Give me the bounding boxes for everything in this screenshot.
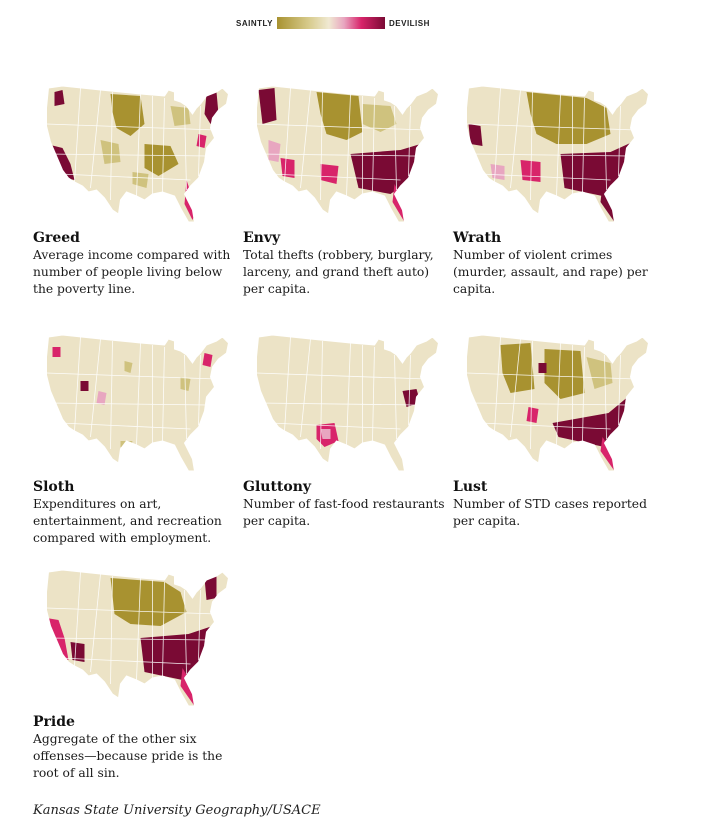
map-lust — [466, 334, 649, 472]
map-panel-lust: Lust Number of STD cases reported per ca… — [453, 333, 658, 530]
map-title-lust: Lust — [453, 479, 488, 495]
map-envy — [256, 85, 439, 223]
map-description-lust: Number of STD cases reported per capita. — [453, 497, 647, 528]
map-title-gluttony: Gluttony — [243, 479, 312, 495]
map-title-greed: Greed — [33, 230, 80, 246]
map-gluttony — [256, 334, 439, 472]
map-greed — [46, 85, 229, 223]
map-title-pride: Pride — [33, 714, 75, 730]
legend: SAINTLY DEVILISH — [236, 16, 430, 30]
legend-saintly-label: SAINTLY — [236, 18, 273, 28]
map-title-wrath: Wrath — [453, 230, 502, 246]
source-credit: Kansas State University Geography/USACE — [33, 803, 321, 818]
map-description-sloth: Expenditures on art, entertainment, and … — [33, 497, 222, 545]
map-wrath — [466, 85, 649, 223]
legend-color-ramp — [277, 17, 385, 29]
map-panel-wrath: Wrath Number of violent crimes (murder, … — [453, 84, 658, 298]
map-title-envy: Envy — [243, 230, 281, 246]
map-description-greed: Average income compared with number of p… — [33, 248, 231, 296]
map-pride — [46, 569, 229, 707]
map-description-envy: Total thefts (robbery, burglary, larceny… — [243, 248, 434, 296]
map-panel-sloth: Sloth Expenditures on art, entertainment… — [33, 333, 238, 547]
map-sloth — [46, 334, 229, 472]
map-panel-pride: Pride Aggregate of the other six offense… — [33, 568, 238, 782]
map-panel-gluttony: Gluttony Number of fast-food restaurants… — [243, 333, 448, 530]
map-panel-envy: Envy Total thefts (robbery, burglary, la… — [243, 84, 448, 298]
map-description-pride: Aggregate of the other six offenses—beca… — [33, 732, 223, 780]
map-description-wrath: Number of violent crimes (murder, assaul… — [453, 248, 648, 296]
legend-devilish-label: DEVILISH — [389, 18, 430, 28]
map-title-sloth: Sloth — [33, 479, 75, 495]
map-description-gluttony: Number of fast-food restaurants per capi… — [243, 497, 445, 528]
map-panel-greed: Greed Average income compared with numbe… — [33, 84, 238, 298]
